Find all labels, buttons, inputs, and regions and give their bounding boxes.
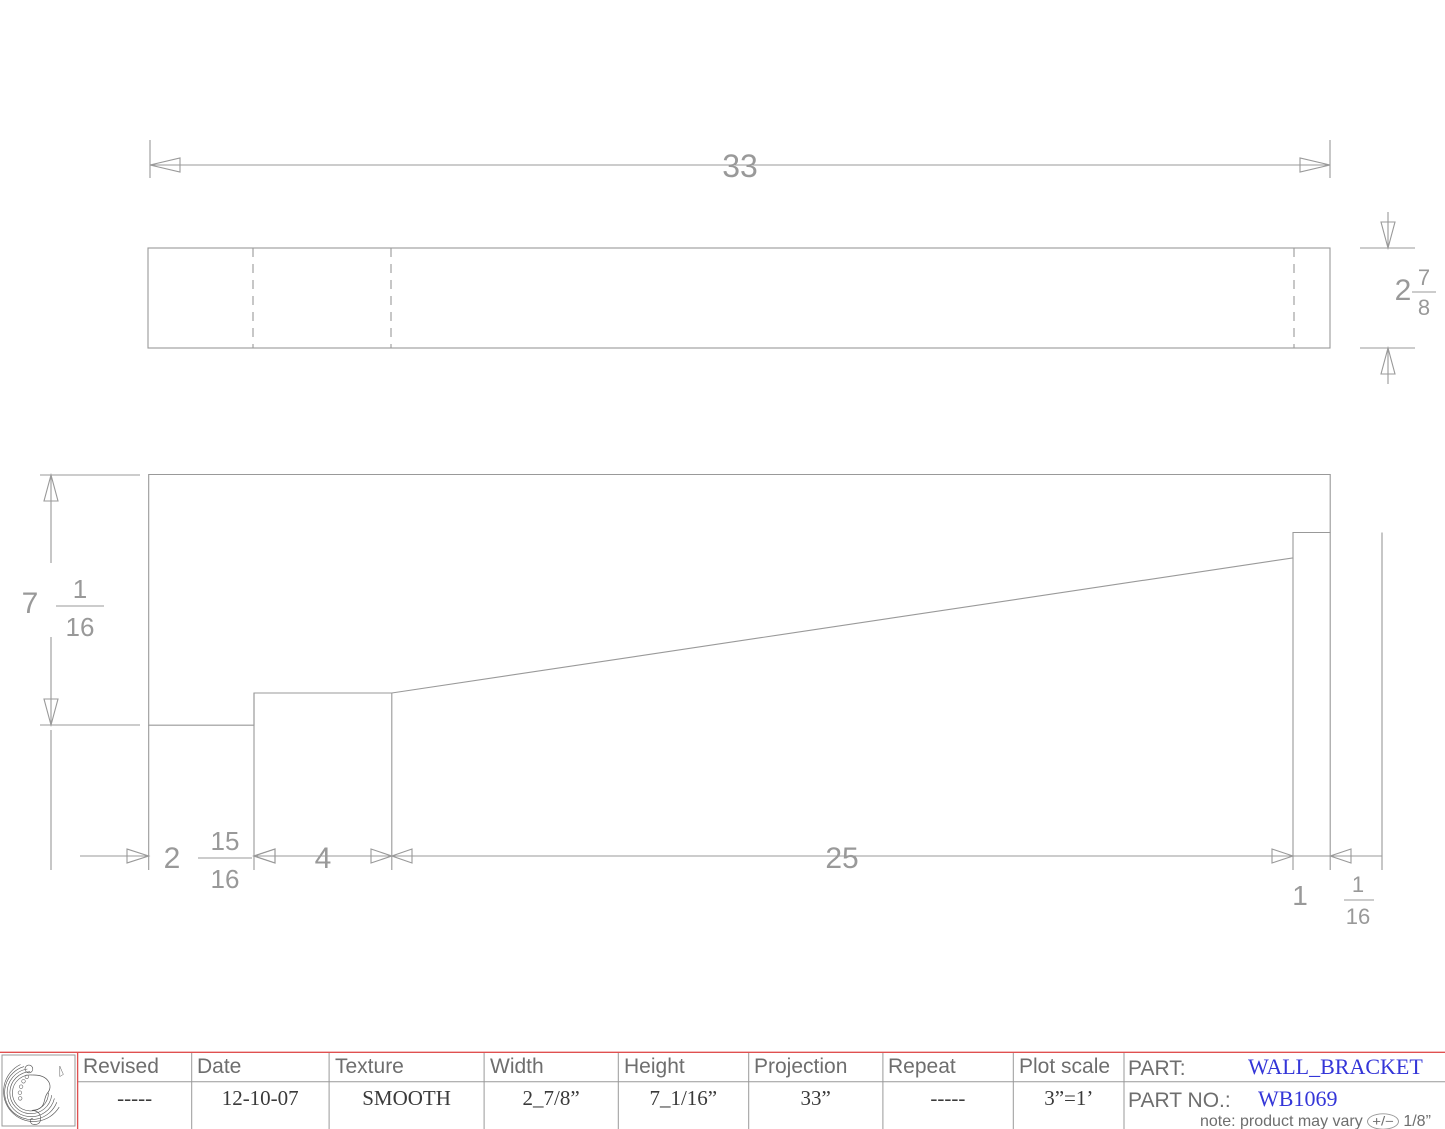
svg-text:7: 7 <box>22 587 39 620</box>
svg-text:2: 2 <box>164 842 181 875</box>
svg-text:16: 16 <box>211 864 240 894</box>
svg-text:7: 7 <box>1418 265 1430 290</box>
svg-text:4: 4 <box>315 842 332 875</box>
svg-text:16: 16 <box>66 612 95 642</box>
svg-text:33: 33 <box>722 148 758 184</box>
svg-text:1: 1 <box>1352 872 1364 897</box>
svg-text:1: 1 <box>73 574 87 604</box>
svg-text:1: 1 <box>1292 880 1308 911</box>
svg-text:15: 15 <box>211 826 240 856</box>
svg-text:2: 2 <box>1395 274 1412 307</box>
svg-text:25: 25 <box>825 842 858 875</box>
svg-text:16: 16 <box>1346 904 1370 929</box>
svg-text:8: 8 <box>1418 295 1430 320</box>
